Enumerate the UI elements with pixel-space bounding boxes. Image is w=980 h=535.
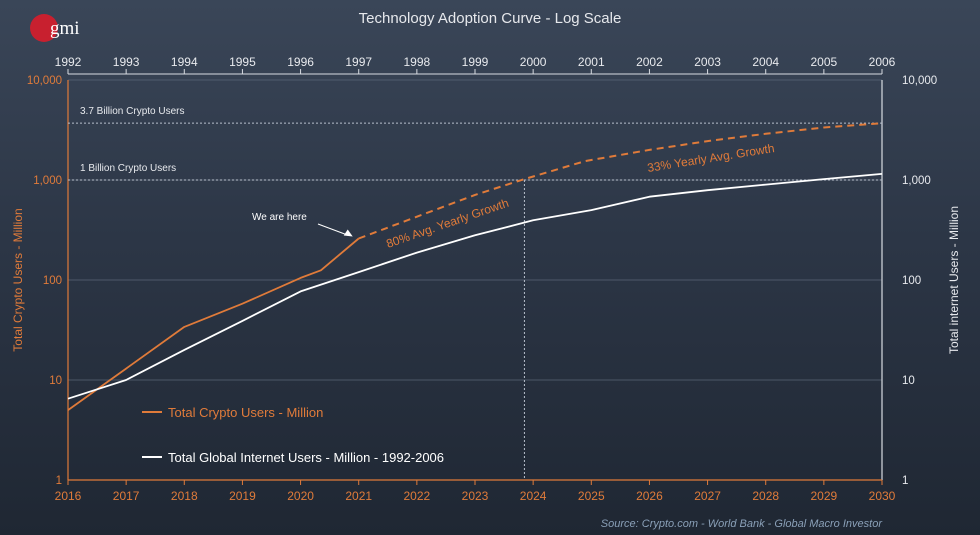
logo-circle-icon	[30, 14, 58, 42]
x-tick-bottom: 2021	[345, 489, 372, 503]
x-tick-top: 2000	[520, 55, 547, 69]
x-tick-top: 1992	[55, 55, 82, 69]
x-tick-bottom: 2017	[113, 489, 140, 503]
x-tick-bottom: 2027	[694, 489, 721, 503]
y-tick-right: 1,000	[902, 175, 931, 187]
x-tick-bottom: 2019	[229, 489, 256, 503]
y-tick-left: 10	[49, 375, 62, 387]
crypto-users-line	[67, 237, 360, 411]
x-tick-bottom: 2025	[578, 489, 605, 503]
chart-source: Source: Crypto.com - World Bank - Global…	[600, 518, 882, 530]
x-tick-bottom: 2016	[55, 489, 82, 503]
x-tick-top: 1997	[345, 55, 372, 69]
annotation-growth-33: 33% Yearly Avg. Growth	[646, 141, 775, 175]
x-tick-top: 2006	[869, 55, 896, 69]
x-tick-bottom: 2023	[462, 489, 489, 503]
x-tick-bottom: 2028	[752, 489, 779, 503]
x-tick-top: 1998	[404, 55, 431, 69]
x-tick-bottom: 2020	[287, 489, 314, 503]
chart-title: Technology Adoption Curve - Log Scale	[358, 10, 622, 27]
reference-label: 1 Billion Crypto Users	[80, 163, 176, 174]
legend-label: Total Crypto Users - Million	[168, 405, 323, 420]
x-tick-top: 2004	[752, 55, 779, 69]
arrowhead-icon	[343, 229, 353, 237]
x-tick-top: 1996	[287, 55, 314, 69]
x-tick-bottom: 2029	[811, 489, 838, 503]
y-tick-right: 10,000	[902, 75, 937, 87]
x-tick-top: 2001	[578, 55, 605, 69]
y-tick-right: 100	[902, 275, 921, 287]
x-tick-top: 2005	[811, 55, 838, 69]
x-tick-top: 1999	[462, 55, 489, 69]
x-tick-bottom: 2022	[404, 489, 431, 503]
y-axis-label-right: Total internet Users - Million	[947, 206, 961, 354]
logo-text: gmi	[50, 18, 80, 39]
internet-users-line	[67, 173, 883, 400]
x-tick-top: 2003	[694, 55, 721, 69]
x-tick-top: 1993	[113, 55, 140, 69]
y-tick-left: 10,000	[27, 75, 62, 87]
annotation-arrow	[317, 223, 349, 236]
legend-label: Total Global Internet Users - Million - …	[168, 450, 444, 465]
y-tick-left: 1,000	[33, 175, 62, 187]
x-tick-top: 1994	[171, 55, 198, 69]
x-tick-bottom: 2030	[869, 489, 896, 503]
annotation-we-are-here: We are here	[252, 212, 307, 223]
x-tick-bottom: 2026	[636, 489, 663, 503]
gmi-logo: gmi	[28, 10, 84, 46]
x-tick-top: 2002	[636, 55, 663, 69]
y-tick-left: 100	[43, 275, 62, 287]
y-tick-left: 1	[56, 475, 62, 487]
reference-label: 3.7 Billion Crypto Users	[80, 106, 184, 117]
y-tick-right: 10	[902, 375, 915, 387]
y-axis-label-left: Total Crypto Users - Million	[11, 208, 25, 351]
x-tick-top: 1995	[229, 55, 256, 69]
x-tick-bottom: 2018	[171, 489, 198, 503]
x-tick-bottom: 2024	[520, 489, 547, 503]
y-tick-right: 1	[902, 475, 908, 487]
